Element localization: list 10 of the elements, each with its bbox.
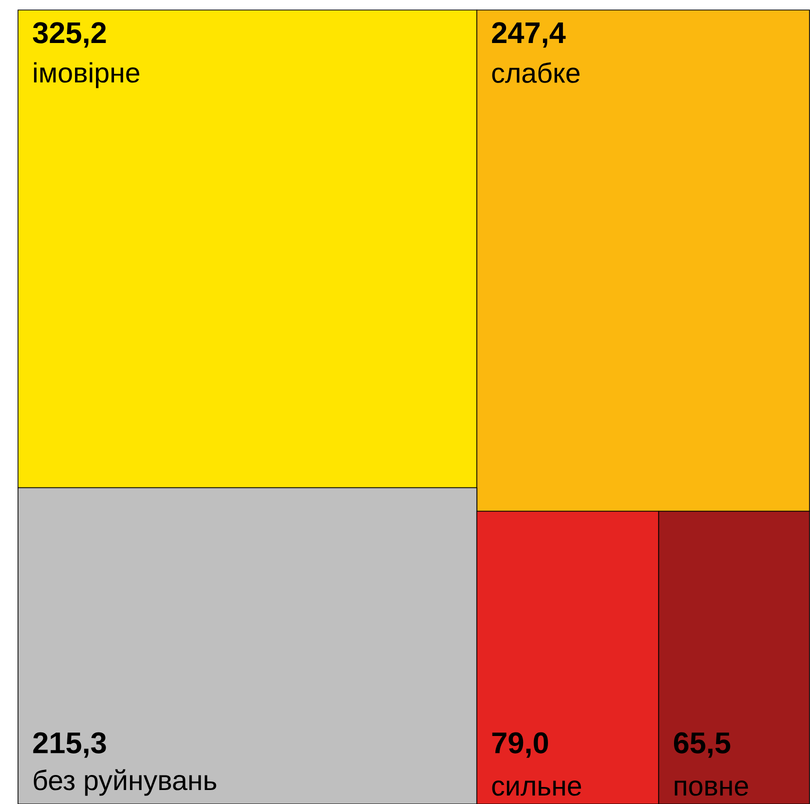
category-label: повне: [674, 780, 748, 796]
category-label: імовірне: [34, 62, 140, 88]
category-label: сильне: [492, 780, 582, 796]
data-label: 247,4: [492, 22, 566, 48]
data-label: 215,3: [33, 732, 106, 758]
category-label: без руйнувань: [34, 769, 216, 796]
data-label: 65,5: [674, 732, 730, 758]
data-label: 79,0: [492, 732, 548, 758]
category-label: слабке: [492, 62, 580, 83]
data-label: 325,2: [32, 22, 106, 48]
